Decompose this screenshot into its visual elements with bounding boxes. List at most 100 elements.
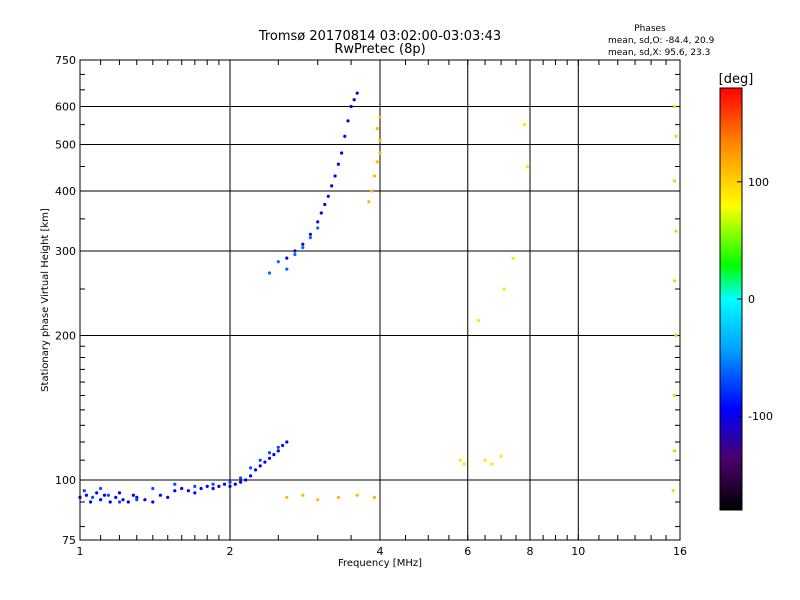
echo-point: [367, 200, 371, 204]
echo-point: [135, 498, 139, 502]
y-tick-label: 75: [62, 534, 76, 547]
echo-point: [217, 484, 221, 488]
echo-point: [525, 164, 529, 169]
colorbar-tick-label: 100: [748, 176, 769, 189]
echo-point: [276, 449, 280, 453]
echo-point: [82, 489, 86, 493]
echo-point: [672, 179, 677, 183]
echo-point: [375, 126, 379, 131]
echo-point: [106, 493, 110, 497]
y-tick-labels: 75 100 200 300 400 500 600 750: [55, 54, 76, 547]
echo-point: [126, 500, 130, 504]
echo-point: [151, 500, 155, 504]
echo-point: [293, 252, 297, 257]
series-2: [285, 91, 359, 260]
echo-point: [108, 500, 112, 504]
echo-point: [330, 184, 334, 188]
echo-point: [372, 495, 377, 499]
echo-point: [158, 493, 162, 497]
y-tick-label: 750: [55, 54, 76, 67]
echo-point: [316, 498, 320, 502]
echo-point: [672, 104, 677, 109]
echo-point: [476, 318, 480, 323]
echo-point: [301, 242, 305, 246]
echo-point: [301, 246, 305, 250]
series-3: [267, 226, 320, 275]
echo-point: [121, 498, 125, 502]
echo-point: [253, 468, 258, 472]
echo-point: [355, 493, 359, 497]
echo-point: [671, 489, 675, 493]
echo-point: [316, 220, 320, 224]
echo-point: [346, 119, 350, 123]
plot-frame: [79, 59, 681, 541]
echo-point: [117, 500, 122, 504]
echo-point: [276, 445, 280, 449]
echo-point: [222, 482, 227, 486]
y-tick-label: 300: [55, 245, 76, 258]
echo-point: [211, 486, 215, 491]
echo-point: [285, 495, 289, 499]
echo-point: [522, 123, 527, 127]
phases-o-mode-stats: mean, sd,O: -84.4, 20.9: [608, 36, 715, 46]
echo-point: [180, 486, 184, 491]
colorbar-ticks: 100 0 -100: [737, 176, 773, 423]
echo-point: [378, 115, 382, 119]
echo-point: [674, 134, 678, 138]
echo-point: [375, 160, 379, 164]
echo-point: [308, 232, 312, 236]
series-6: [671, 104, 678, 493]
grid-lines: [80, 60, 680, 540]
echo-point: [340, 151, 344, 155]
x-tick-labels: 1 2 4 6 8 10 16: [77, 545, 688, 558]
echo-point: [228, 480, 232, 484]
echo-point: [131, 493, 135, 497]
echo-point: [89, 500, 93, 504]
echo-point: [99, 486, 103, 491]
x-tick-label: 10: [571, 545, 585, 558]
echo-point: [499, 454, 503, 458]
chart-title: Tromsø 20170814 03:02:00-03:03:43: [258, 29, 501, 44]
echo-point: [186, 489, 190, 493]
x-tick-label: 16: [673, 545, 687, 558]
echo-point: [372, 174, 377, 178]
echo-point: [249, 474, 253, 478]
echo-point: [276, 260, 280, 264]
y-tick-label: 100: [55, 474, 76, 487]
echo-point: [102, 493, 107, 497]
echo-point: [193, 484, 197, 488]
echo-points: [78, 91, 678, 504]
echo-point: [244, 478, 248, 482]
colorbar-tick-label: -100: [748, 410, 773, 423]
echo-point: [511, 256, 515, 260]
echo-point: [173, 482, 177, 486]
echo-point: [91, 495, 95, 499]
phases-heading: Phases: [634, 24, 666, 34]
echo-point: [370, 189, 374, 193]
y-tick-label: 600: [55, 101, 76, 114]
echo-point: [319, 211, 323, 215]
echo-point: [483, 458, 487, 462]
echo-point: [378, 151, 382, 155]
echo-point: [114, 495, 118, 499]
echo-point: [151, 486, 155, 491]
y-axis-label: Stationary phase Virtual Height [km]: [40, 208, 51, 392]
echo-point: [267, 456, 272, 460]
echo-point: [143, 498, 147, 502]
echo-point: [233, 482, 237, 486]
echo-point: [95, 491, 99, 495]
echo-point: [323, 202, 327, 207]
echo-point: [326, 194, 330, 198]
phases-x-mode-stats: mean, sd,X: 95.6, 23.3: [608, 48, 710, 58]
echo-point: [458, 458, 462, 462]
echo-point: [272, 453, 276, 457]
chart-subtitle: RwPretec (8p): [334, 42, 425, 57]
x-tick-label: 2: [227, 545, 234, 558]
echo-point: [205, 484, 209, 488]
x-tick-label: 8: [527, 545, 534, 558]
y-tick-label: 400: [55, 185, 76, 198]
x-tick-label: 1: [77, 545, 84, 558]
